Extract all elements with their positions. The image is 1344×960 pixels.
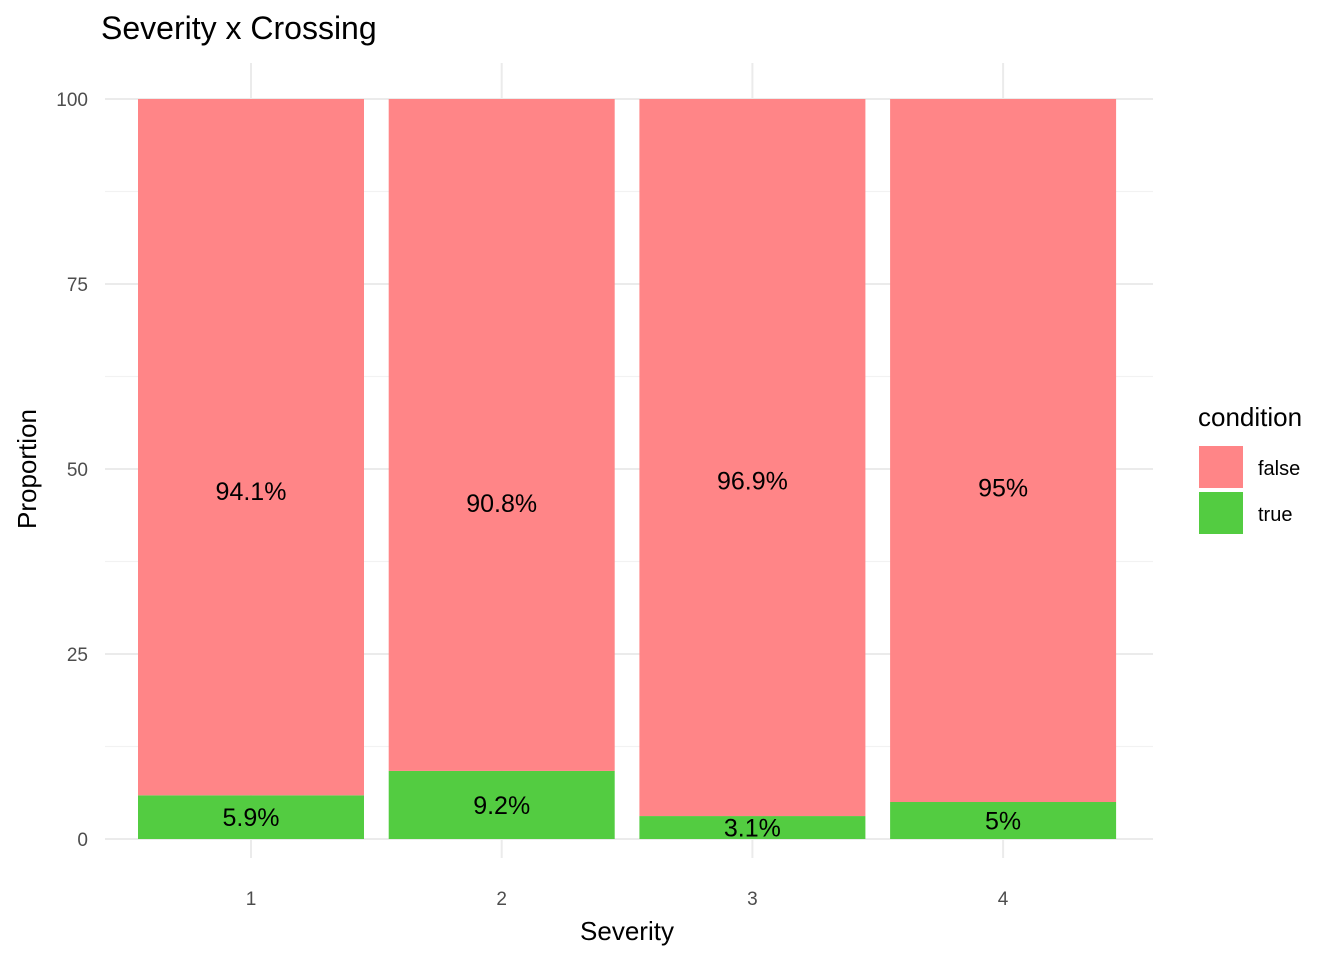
y-tick-label: 100 <box>56 90 88 111</box>
legend-swatch-true <box>1199 492 1243 534</box>
chart-title: Severity x Crossing <box>101 10 377 46</box>
y-axis-title: Proportion <box>12 409 42 529</box>
bar-labels: 5.9% 94.1% 9.2% 90.8% 3.1% 96.9% 5% 95% <box>216 467 1029 842</box>
bar-false <box>639 99 866 817</box>
y-tick-label: 75 <box>67 275 88 296</box>
legend-title: condition <box>1198 402 1302 432</box>
bar-false <box>138 99 364 796</box>
legend: condition false true <box>1198 402 1302 534</box>
bar-label-true: 5% <box>985 808 1021 836</box>
legend-swatch-false <box>1199 446 1243 488</box>
x-tick-label: 3 <box>747 889 758 910</box>
bar-false <box>388 99 615 771</box>
y-axis-ticks: 0 25 50 75 100 <box>56 90 88 851</box>
x-tick-label: 2 <box>496 889 507 910</box>
y-tick-label: 25 <box>67 645 88 666</box>
y-tick-label: 50 <box>67 460 88 481</box>
bar-label-false: 90.8% <box>466 490 537 518</box>
bars <box>138 99 1117 839</box>
legend-label-false: false <box>1258 458 1300 480</box>
x-axis-title: Severity <box>580 916 674 946</box>
x-tick-label: 1 <box>246 889 257 910</box>
x-tick-label: 4 <box>998 889 1009 910</box>
bar-true <box>138 795 364 839</box>
bar-label-true: 9.2% <box>473 792 530 820</box>
bar-true <box>388 770 615 839</box>
bar-false <box>890 99 1117 802</box>
y-tick-label: 0 <box>77 830 88 851</box>
bar-true <box>639 816 866 839</box>
legend-label-true: true <box>1258 504 1292 526</box>
bar-label-false: 96.9% <box>717 467 788 495</box>
bar-label-true: 5.9% <box>223 804 280 832</box>
bar-true <box>890 802 1117 839</box>
x-axis-ticks: 1 2 3 4 <box>246 889 1009 910</box>
bar-label-true: 3.1% <box>724 815 781 843</box>
bar-label-false: 95% <box>978 475 1028 503</box>
bar-label-false: 94.1% <box>216 478 287 506</box>
